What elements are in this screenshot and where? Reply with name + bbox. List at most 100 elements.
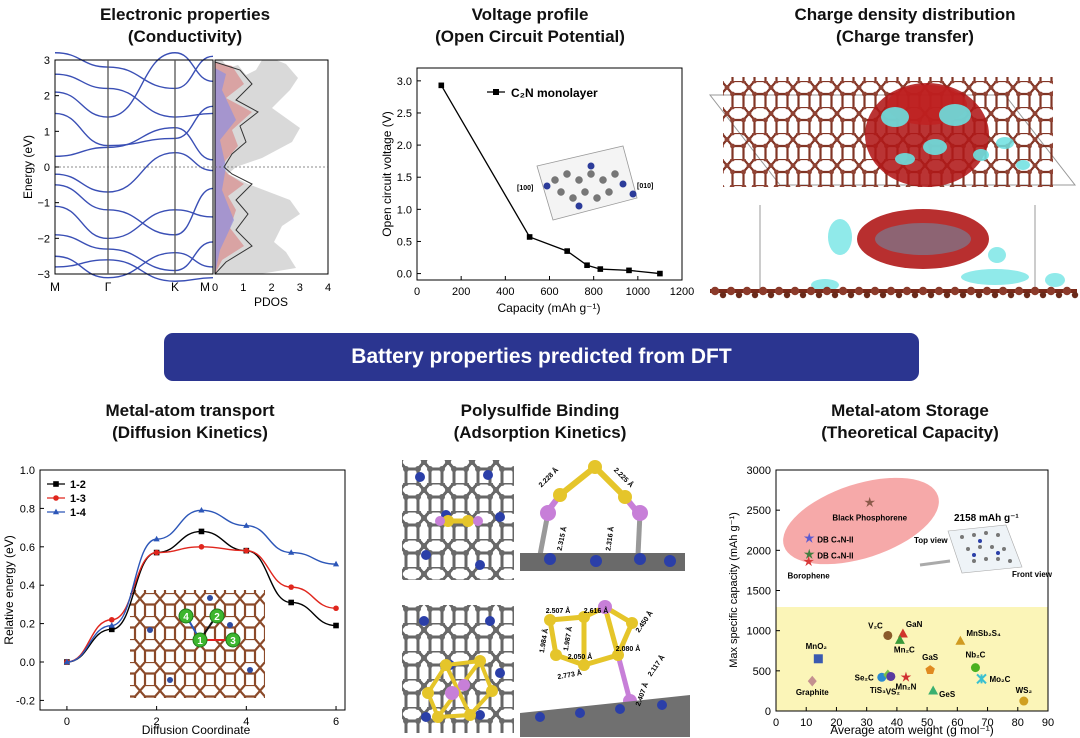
storage-ylabel: Max specific capacity (mAh g⁻¹): [728, 512, 740, 668]
chain-atom: [982, 286, 992, 296]
dft-banner: Battery properties predicted from DFT: [164, 333, 919, 381]
chain-atom: [1071, 291, 1079, 299]
storage-front-view: Front view: [1012, 570, 1053, 579]
diffusion-xtick-label: 0: [64, 716, 70, 728]
storage-point: [883, 630, 893, 640]
chain-atom: [735, 291, 743, 299]
diffusion-point: [153, 535, 160, 542]
title-line: Metal-atom Storage: [831, 401, 989, 420]
diffusion-ytick-label: -0.2: [16, 695, 35, 707]
band-ytick-label: −3: [37, 269, 50, 281]
chain-atom: [943, 291, 951, 299]
diffusion-point: [198, 528, 205, 535]
storage-point: [928, 685, 939, 695]
s4-molecule-top: [435, 515, 483, 527]
band-line: [54, 127, 214, 161]
storage-xtick-label: 80: [1012, 717, 1024, 729]
chain-atom: [895, 291, 903, 299]
storage-xtick-label: 0: [773, 717, 779, 729]
bond-length-label: 1.984 Å: [537, 628, 550, 654]
diffusion-site-label: 2: [214, 612, 220, 623]
voltage-ytick-label: 1.0: [397, 204, 412, 216]
subtitle-line: (Conductivity): [127, 27, 243, 46]
chain-atom: [719, 291, 727, 299]
voltage-point: [438, 82, 445, 89]
chain-atom: [847, 291, 855, 299]
diffusion-point: [288, 599, 294, 606]
storage-callout: 2158 mAh g⁻¹: [954, 513, 1019, 524]
chain-atom: [1023, 291, 1031, 299]
storage-point-label: Se₂C: [855, 673, 874, 682]
charge-isosurface-side: [811, 209, 1065, 291]
band-line: [54, 205, 214, 240]
chain-atom: [1014, 286, 1024, 296]
band-ytick-label: 3: [44, 55, 50, 67]
storage-point-label: MnSb₂S₄: [966, 629, 1001, 638]
diffusion-xlabel: Diffusion Coordinate: [142, 723, 251, 737]
chain-atom: [726, 286, 736, 296]
storage-point-label: Mo₂C: [990, 675, 1011, 684]
diffusion-point: [153, 549, 160, 556]
chain-atom: [710, 286, 720, 296]
storage-point-label: Borophene: [788, 572, 831, 581]
storage-point: [900, 671, 912, 682]
storage-xtick-label: 50: [921, 717, 933, 729]
chain-atom: [879, 291, 887, 299]
panel-title-storage: Metal-atom Storage (Theoretical Capacity…: [780, 400, 1040, 444]
panel-title-electronic: Electronic properties (Conductivity): [60, 4, 310, 48]
storage-point: [970, 663, 980, 673]
title-line: Metal-atom transport: [105, 401, 275, 420]
storage-point: [1019, 696, 1029, 706]
chain-atom: [911, 291, 919, 299]
diffusion-ytick-label: 1.0: [20, 465, 35, 477]
band-line: [54, 52, 214, 90]
chain-atom: [774, 286, 784, 296]
storage-point: [894, 634, 905, 644]
c2n-inset: [100] [010]: [517, 145, 653, 221]
diffusion-point: [198, 506, 205, 513]
voltage-ytick-label: 0.0: [397, 269, 412, 281]
storage-point-label: GaN: [906, 620, 923, 629]
diffusion-point: [108, 622, 115, 628]
chain-atom: [966, 286, 976, 296]
voltage-legend-label: C₂N monolayer: [511, 86, 598, 100]
panel-title-transport: Metal-atom transport (Diffusion Kinetics…: [60, 400, 320, 444]
diffusion-site: [225, 632, 241, 648]
storage-point: [925, 665, 935, 675]
voltage-point: [626, 267, 632, 274]
voltage-ytick-label: 0.5: [397, 236, 412, 248]
diffusion-point: [333, 605, 339, 612]
charge-isosurface-top: [865, 83, 1030, 187]
storage-xtick-label: 20: [830, 717, 842, 729]
chain-atom: [1046, 286, 1056, 296]
bond-length-label: 2.316 Å: [603, 526, 615, 552]
diffusion-xtick-label: 6: [333, 716, 339, 728]
band-line: [54, 234, 214, 272]
band-ytick-label: −1: [37, 198, 50, 210]
diffusion-chart: 0 2 4 6 -0.2 0.0 0.2 0.4 0.6 0.8 1.0 Relative ener…: [2, 465, 346, 737]
storage-point: [803, 555, 814, 567]
storage-point-label: Mn₂N: [896, 682, 917, 691]
band-line: [54, 251, 214, 279]
kpoint-label: K: [171, 280, 179, 294]
title-line: Charge density distribution: [794, 5, 1016, 24]
storage-point-label: V₂C: [868, 621, 883, 630]
s8-cluster-side: [520, 600, 690, 737]
voltage-ytick-label: 1.5: [397, 172, 412, 184]
diffusion-xtick-label: 4: [243, 716, 249, 728]
bond-length-label: 2.228 Å: [536, 465, 560, 489]
title-line: Voltage profile: [471, 5, 589, 24]
storage-point-label: Nb₂C: [965, 651, 985, 660]
storage-ytick-label: 500: [753, 666, 771, 678]
voltage-point: [564, 248, 570, 254]
bond-length-label: 1.987 Å: [561, 626, 574, 652]
chain-atom: [991, 291, 999, 299]
legend-label: 1-3: [70, 493, 86, 505]
band-structure-plot: 3 2 1 0 −1 −2 −3 Energy (eV) M Γ K M 0 1 2 3 4 PDOS: [21, 52, 331, 309]
storage-point: [897, 628, 908, 638]
diffusion-ytick-label: 0.2: [20, 619, 35, 631]
band-line: [54, 73, 214, 118]
pdos-tick-label: 0: [212, 282, 218, 294]
chain-atom: [950, 286, 960, 296]
storage-chart: 0 10 20 30 40 50 60 70 80 90 0 500 1000 1500 2000 2500 3…: [728, 465, 1054, 737]
